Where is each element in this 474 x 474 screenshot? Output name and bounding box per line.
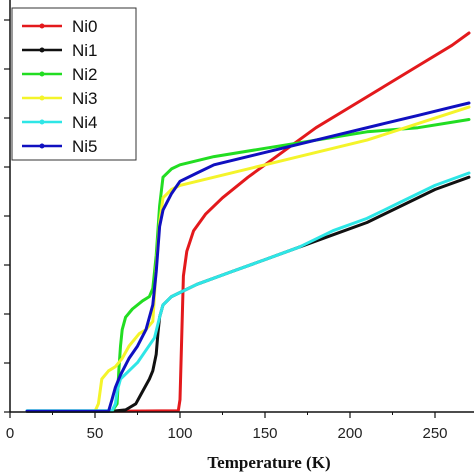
legend-swatch-marker [39, 119, 45, 125]
legend-swatch-marker [39, 23, 45, 29]
x-tick-label: 100 [167, 425, 192, 442]
series-line-ni0 [25, 31, 471, 413]
series-layer [25, 31, 471, 413]
x-tick-label: 0 [6, 425, 14, 442]
x-tick-label: 50 [87, 425, 104, 442]
x-tick-label: 150 [252, 425, 277, 442]
legend: Ni0 Ni1 Ni2 Ni3 Ni4 Ni5 [11, 7, 137, 161]
x-axis-title: Temperature (K) [207, 453, 330, 472]
series-line-ni5 [25, 101, 471, 413]
legend-swatch-marker [39, 143, 45, 149]
legend-label: Ni0 [72, 17, 98, 36]
legend-box [11, 7, 137, 161]
legend-swatch-marker [39, 47, 45, 53]
legend-swatch-marker [39, 95, 45, 101]
x-tick-label: 200 [337, 425, 362, 442]
series-line-ni4 [25, 171, 471, 413]
axes-layer: 0 50 100 150 200 250 [4, 0, 474, 442]
legend-swatch-marker [39, 71, 45, 77]
legend-label: Ni3 [72, 89, 98, 108]
legend-label: Ni4 [72, 113, 98, 132]
legend-label: Ni1 [72, 41, 98, 60]
legend-label: Ni5 [72, 137, 98, 156]
x-tick-label: 250 [422, 425, 447, 442]
legend-label: Ni2 [72, 65, 98, 84]
